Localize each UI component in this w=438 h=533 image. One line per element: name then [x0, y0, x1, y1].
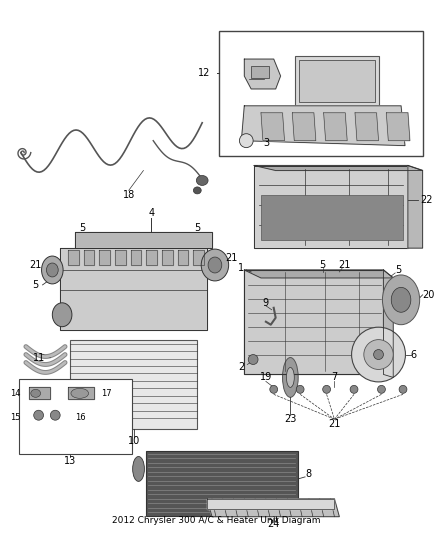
Polygon shape	[68, 387, 95, 399]
Ellipse shape	[71, 389, 88, 398]
Ellipse shape	[196, 175, 208, 185]
Text: 21: 21	[338, 260, 350, 270]
Text: 20: 20	[423, 290, 435, 300]
Text: 11: 11	[32, 352, 45, 362]
Polygon shape	[178, 250, 188, 265]
Ellipse shape	[374, 350, 383, 360]
Polygon shape	[207, 499, 335, 508]
Bar	[19, 379, 132, 454]
Ellipse shape	[352, 327, 406, 382]
Text: 19: 19	[260, 373, 272, 382]
Text: 4: 4	[148, 208, 154, 219]
Text: 18: 18	[123, 190, 135, 200]
Text: 5: 5	[320, 260, 326, 270]
Ellipse shape	[42, 256, 63, 284]
Text: 23: 23	[284, 414, 297, 424]
Ellipse shape	[194, 187, 201, 194]
Polygon shape	[115, 250, 126, 265]
Polygon shape	[383, 270, 393, 377]
Ellipse shape	[283, 358, 298, 397]
Text: 2012 Chrysler 300 A/C & Heater Unit Diagram: 2012 Chrysler 300 A/C & Heater Unit Diag…	[112, 516, 320, 525]
Text: 1: 1	[238, 263, 244, 273]
Ellipse shape	[323, 385, 331, 393]
Text: 14: 14	[11, 389, 21, 398]
Text: 2: 2	[238, 362, 244, 373]
Ellipse shape	[31, 389, 41, 397]
Ellipse shape	[46, 263, 58, 277]
Text: 7: 7	[331, 373, 338, 382]
Text: 8: 8	[305, 469, 311, 479]
Text: 21: 21	[29, 260, 42, 270]
Text: 21: 21	[328, 419, 341, 429]
Polygon shape	[386, 113, 410, 141]
Ellipse shape	[133, 456, 145, 481]
Ellipse shape	[34, 410, 43, 420]
Polygon shape	[162, 250, 173, 265]
Ellipse shape	[391, 287, 411, 312]
Text: 13: 13	[64, 456, 76, 466]
Polygon shape	[254, 166, 408, 248]
Polygon shape	[408, 166, 423, 248]
Text: 22: 22	[420, 196, 433, 205]
Ellipse shape	[248, 354, 258, 365]
Polygon shape	[244, 270, 393, 278]
Ellipse shape	[296, 385, 304, 393]
Ellipse shape	[350, 385, 358, 393]
Ellipse shape	[208, 257, 222, 273]
Bar	[299, 60, 374, 102]
Ellipse shape	[240, 134, 253, 148]
Text: 16: 16	[75, 413, 85, 422]
Ellipse shape	[382, 275, 420, 325]
Text: 3: 3	[264, 138, 270, 148]
Polygon shape	[68, 250, 79, 265]
Polygon shape	[29, 387, 50, 399]
Text: 12: 12	[198, 68, 210, 78]
Ellipse shape	[50, 410, 60, 420]
Bar	[295, 56, 378, 106]
Polygon shape	[75, 232, 212, 248]
Ellipse shape	[399, 385, 407, 393]
Text: 5: 5	[80, 223, 86, 233]
Ellipse shape	[52, 303, 72, 327]
Text: 24: 24	[268, 519, 280, 529]
Ellipse shape	[378, 385, 385, 393]
Text: 5: 5	[395, 265, 401, 275]
Text: 17: 17	[101, 389, 112, 398]
Text: 10: 10	[127, 436, 140, 446]
Polygon shape	[254, 166, 423, 171]
Polygon shape	[241, 106, 405, 146]
Bar	[219, 31, 423, 156]
Bar	[70, 340, 197, 429]
Text: 21: 21	[226, 253, 238, 263]
Polygon shape	[244, 59, 281, 89]
Bar	[251, 66, 269, 78]
Polygon shape	[292, 113, 316, 141]
Bar	[261, 196, 403, 240]
Ellipse shape	[201, 249, 229, 281]
Ellipse shape	[270, 385, 278, 393]
Polygon shape	[146, 250, 157, 265]
Polygon shape	[261, 113, 285, 141]
Text: 5: 5	[32, 280, 39, 290]
Polygon shape	[244, 270, 383, 375]
Text: 5: 5	[194, 223, 201, 233]
Polygon shape	[99, 250, 110, 265]
Text: 15: 15	[11, 413, 21, 422]
Polygon shape	[207, 499, 339, 516]
Polygon shape	[84, 250, 95, 265]
Text: 6: 6	[411, 350, 417, 360]
Polygon shape	[60, 248, 207, 330]
Ellipse shape	[364, 340, 393, 369]
Polygon shape	[194, 250, 204, 265]
Polygon shape	[355, 113, 378, 141]
Ellipse shape	[286, 367, 294, 387]
Polygon shape	[131, 250, 141, 265]
Polygon shape	[324, 113, 347, 141]
Text: 9: 9	[263, 298, 269, 308]
Bar	[146, 451, 298, 516]
